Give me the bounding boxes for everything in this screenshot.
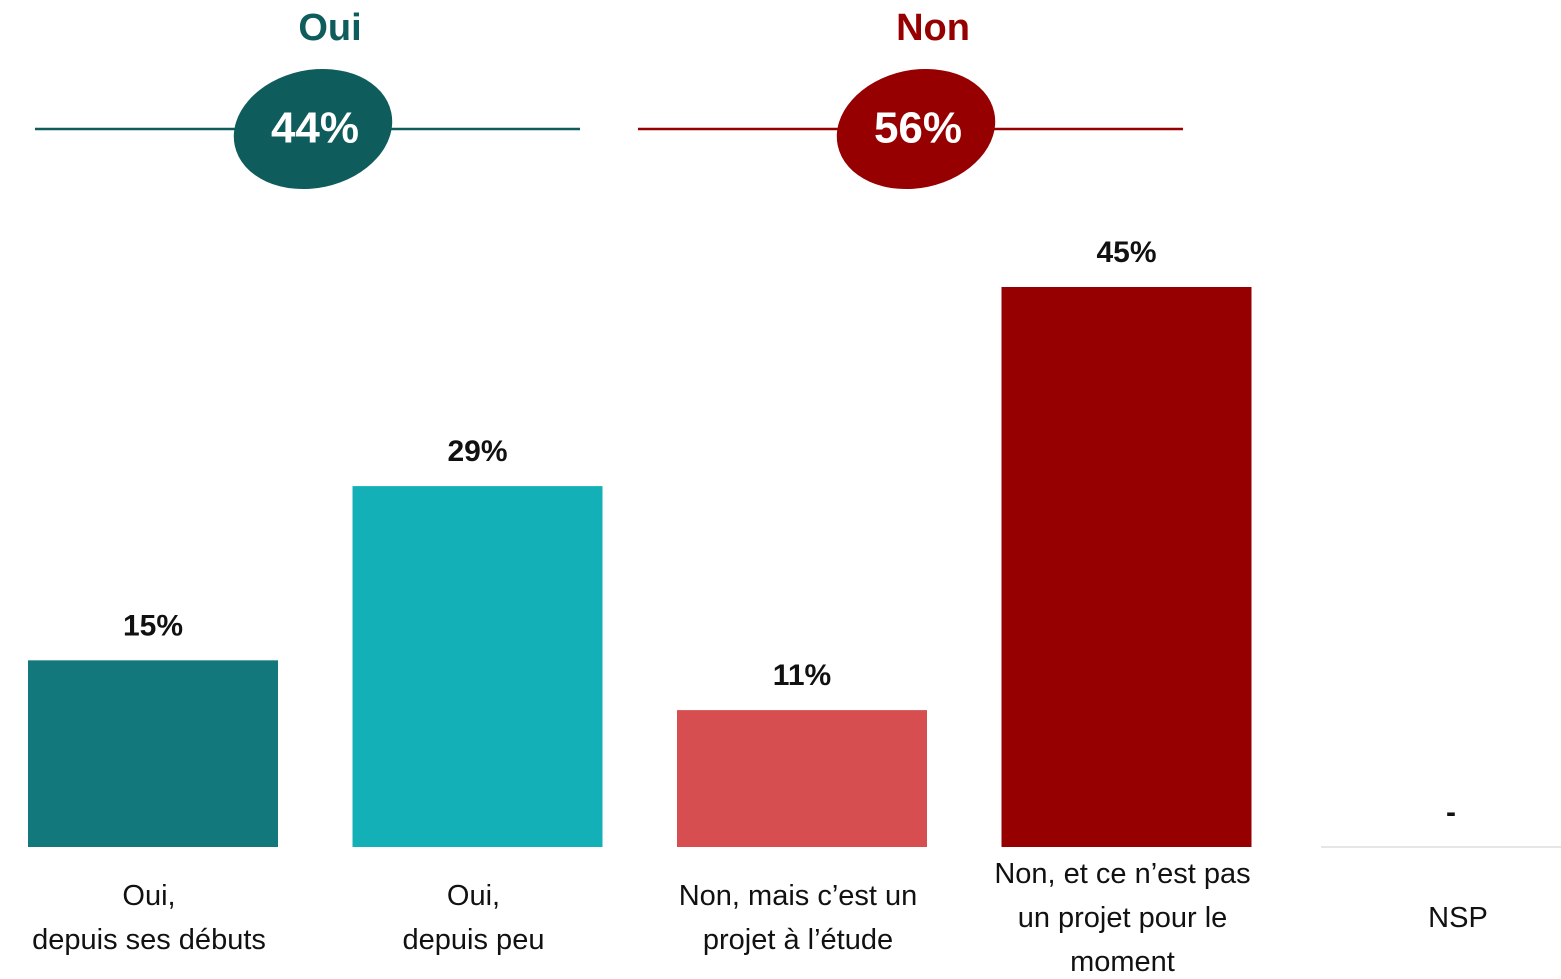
group-title: Oui (298, 7, 361, 49)
bar (677, 710, 927, 847)
x-tick-label: Oui, depuis ses débuts (32, 880, 266, 956)
x-tick-label: NSP (1428, 902, 1488, 934)
value-label: 29% (447, 435, 507, 468)
group-value: 44% (271, 104, 359, 153)
x-tick-label: Oui, depuis peu (402, 880, 545, 956)
x-tick-label: Non, mais c’est un projet à l’étude (678, 880, 918, 956)
bar (352, 486, 603, 847)
bar (1001, 287, 1252, 847)
group-title: Non (896, 7, 970, 49)
value-label: 11% (773, 659, 831, 692)
value-label: 45% (1096, 236, 1156, 269)
bar (28, 660, 278, 847)
group-value: 56% (874, 104, 962, 153)
x-tick-label: Non, et ce n’est pas un projet pour le m… (994, 858, 1251, 978)
group-badge (836, 68, 996, 190)
value-label: 15% (123, 609, 183, 642)
value-label: - (1446, 796, 1456, 829)
group-badge (233, 68, 393, 190)
